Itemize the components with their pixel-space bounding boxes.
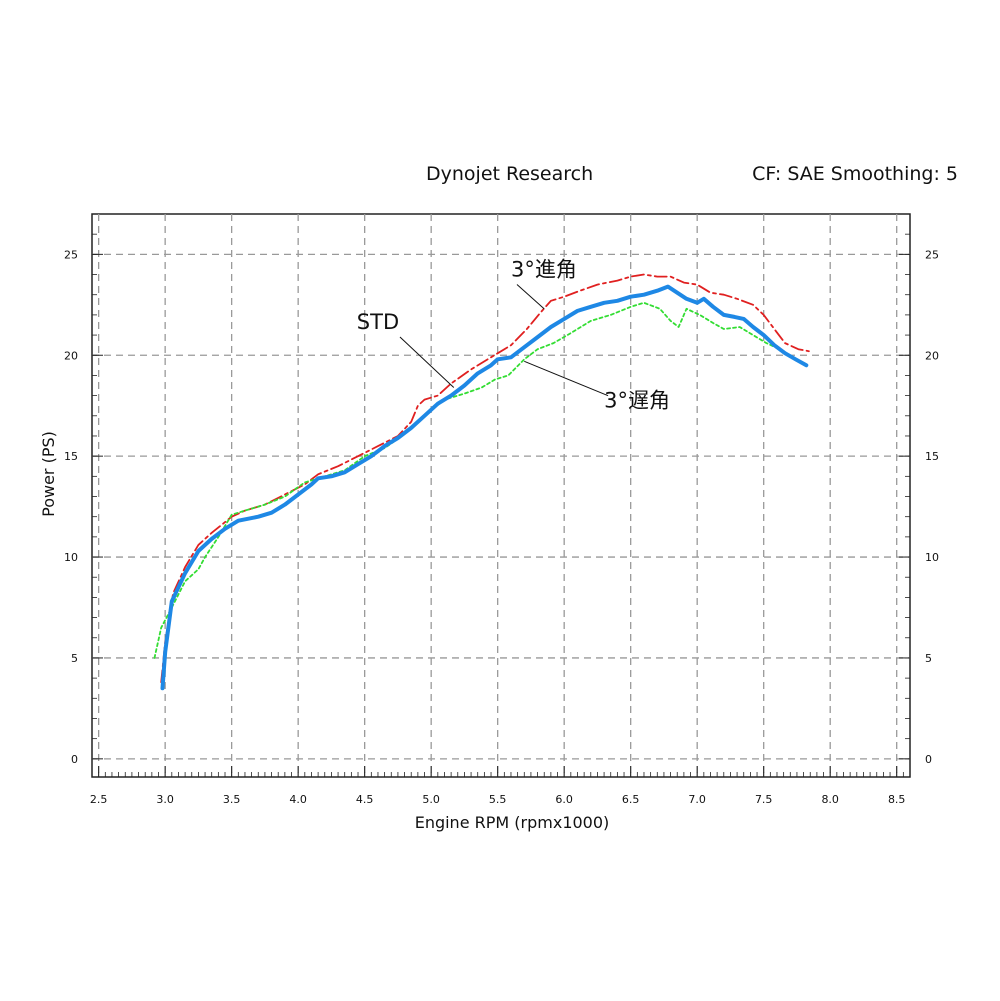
y-tick-label-left: 5	[71, 652, 78, 665]
label-leader-line	[399, 336, 455, 388]
label-leader-line	[524, 360, 609, 397]
x-tick-label: 7.0	[688, 793, 706, 806]
series-labels: STD 3°進角 3°遅角	[357, 258, 670, 413]
x-tick-label: 3.0	[156, 793, 174, 806]
y-tick-label-left: 15	[64, 450, 78, 463]
y-tick-label-right: 20	[925, 349, 939, 362]
settings-label: CF: SAE Smoothing: 5	[752, 163, 958, 185]
y-tick-label-left: 10	[64, 551, 78, 564]
x-tick-label: 7.5	[755, 793, 773, 806]
x-tick-label: 5.0	[422, 793, 440, 806]
x-axis-label: Engine RPM (rpmx1000)	[415, 813, 610, 832]
chart-title: Dynojet Research	[426, 163, 594, 185]
series-label: 3°遅角	[604, 389, 670, 413]
axis-ticks: 2.5 3.0 3.5 4.0 4.5 5.0 5.5 6.0 6.5 7.0 7.5 8.0 8.5 0…	[64, 233, 939, 806]
y-tick-label-right: 10	[925, 551, 939, 564]
series-line-retard	[153, 301, 794, 659]
x-tick-label: 6.5	[622, 793, 640, 806]
series-group	[153, 273, 810, 691]
x-tick-label: 3.5	[223, 793, 241, 806]
plot-frame	[91, 213, 911, 778]
y-tick-label-right: 0	[925, 753, 932, 766]
y-tick-label-right: 5	[925, 652, 932, 665]
x-tick-label: 6.0	[555, 793, 573, 806]
y-tick-label-left: 0	[71, 753, 78, 766]
x-tick-label: 4.0	[289, 793, 307, 806]
x-tick-label: 4.5	[356, 793, 374, 806]
y-tick-label-left: 20	[64, 349, 78, 362]
y-tick-label-left: 25	[64, 248, 78, 261]
x-tick-label: 2.5	[90, 793, 108, 806]
y-tick-label-right: 15	[925, 450, 939, 463]
series-line-std	[160, 284, 809, 691]
y-tick-label-right: 25	[925, 248, 939, 261]
x-tick-label: 8.5	[888, 793, 906, 806]
series-label: 3°進角	[511, 258, 577, 282]
series-label: STD	[357, 310, 399, 334]
y-axis-label: Power (PS)	[39, 431, 58, 517]
label-leader-line	[516, 284, 545, 310]
x-tick-label: 8.0	[821, 793, 839, 806]
x-tick-label: 5.5	[489, 793, 507, 806]
